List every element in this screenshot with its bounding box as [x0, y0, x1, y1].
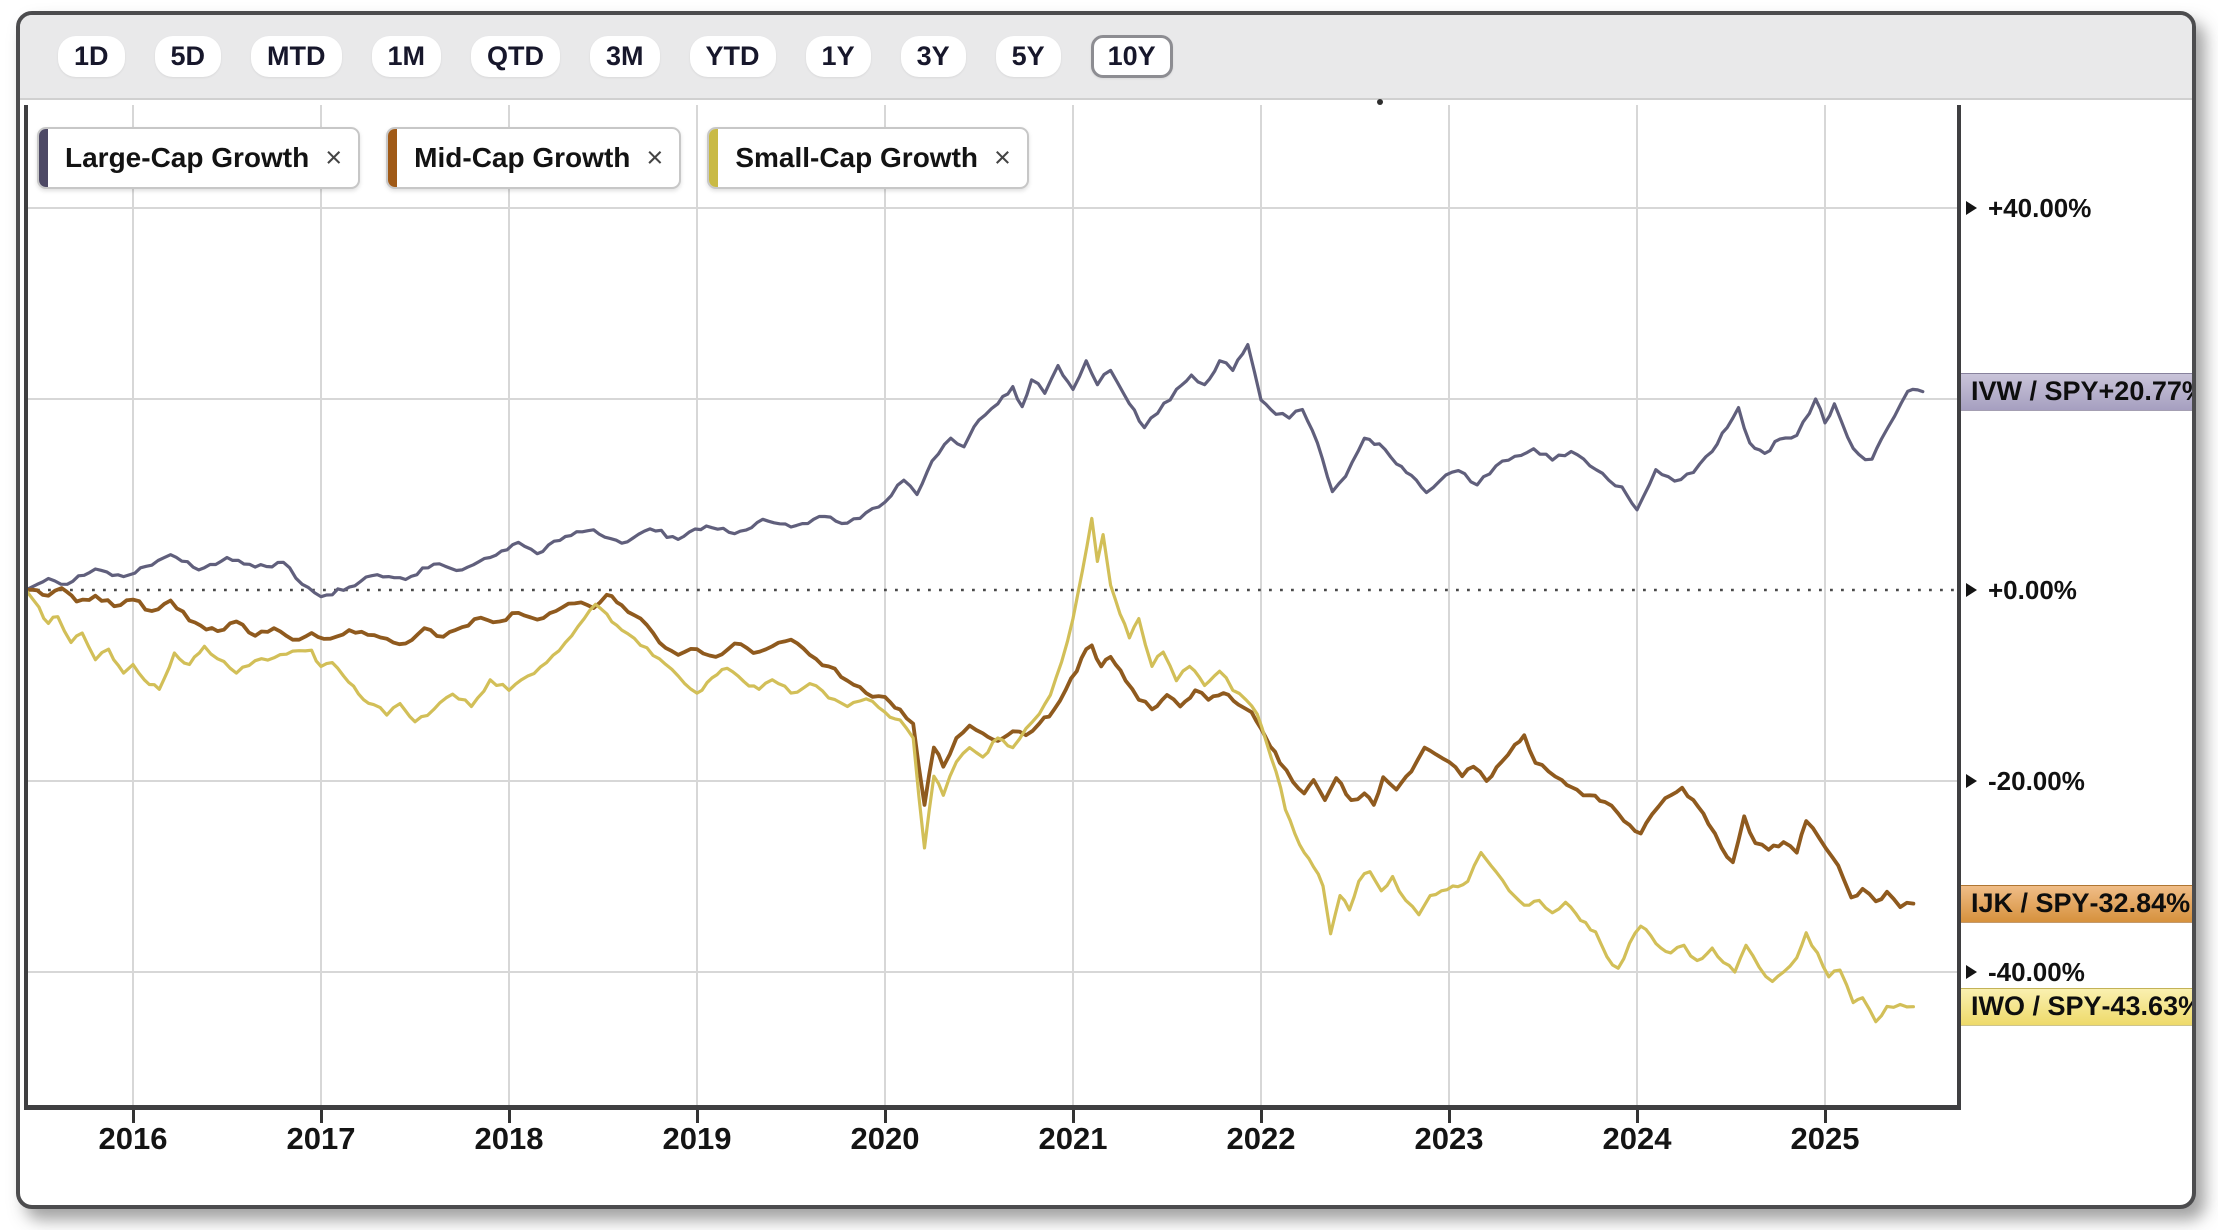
y-axis-line	[1957, 105, 1961, 1110]
series-line-mid-cap-growth[interactable]	[26, 586, 1916, 909]
badge-ticker: IWO / SPY	[1971, 991, 2102, 1022]
x-axis-tick	[1259, 1110, 1263, 1123]
close-icon[interactable]: ×	[325, 141, 343, 174]
range-button-1y[interactable]: 1Y	[805, 36, 871, 77]
range-button-5y[interactable]: 5Y	[995, 36, 1061, 77]
range-button-1d[interactable]: 1D	[58, 36, 125, 77]
range-button-qtd[interactable]: QTD	[471, 36, 561, 77]
badge-value: -43.63%	[2101, 991, 2196, 1022]
range-button-ytd[interactable]: YTD	[689, 36, 776, 77]
x-axis-label-2019: 2019	[662, 1121, 732, 1156]
legend-chip-label: Large-Cap Growth	[65, 142, 310, 173]
x-axis-label-2018: 2018	[474, 1121, 544, 1156]
axis-arrow-icon	[1966, 201, 1977, 215]
x-axis-tick	[319, 1110, 323, 1123]
legend-chip-label: Mid-Cap Growth	[414, 142, 631, 173]
badge-value: +20.77%	[2098, 376, 2196, 407]
close-icon[interactable]: ×	[994, 141, 1011, 174]
x-axis-label-2022: 2022	[1226, 1121, 1296, 1156]
y-axis-label-2000: -20.00%	[1966, 764, 2085, 798]
y-axis-label-text: -20.00%	[1988, 765, 2085, 796]
axis-arrow-icon	[1966, 965, 1977, 979]
x-axis-label-2023: 2023	[1414, 1121, 1484, 1156]
chart-widget: 1D 5D MTD 1M QTD 3M YTD 1Y 3Y 5Y 10Y Large-Cap Gro…	[16, 11, 2196, 1209]
plot-left-border	[24, 105, 28, 1110]
range-button-3m[interactable]: 3M	[590, 36, 660, 77]
legend-chip-large-cap-growth[interactable]: Large-Cap Growth ×	[37, 127, 361, 189]
stray-mark-dot	[1377, 99, 1383, 105]
series-line-large-cap-growth[interactable]	[26, 343, 1925, 599]
range-button-3y[interactable]: 3Y	[900, 36, 966, 77]
x-axis-label-2016: 2016	[98, 1121, 168, 1156]
series-legend: Large-Cap Growth × Mid-Cap Growth × Small-Ca…	[37, 127, 1029, 189]
legend-chip-small-cap-growth[interactable]: Small-Cap Growth ×	[707, 127, 1029, 189]
x-axis-tick	[1071, 1110, 1075, 1123]
value-badge-iwo-spy: IWO / SPY -43.63%	[1961, 987, 2192, 1026]
y-axis-label-4000: -40.00%	[1966, 955, 2085, 989]
legend-color-bar	[709, 129, 719, 187]
series-line-small-cap-growth[interactable]	[26, 516, 1915, 1024]
y-axis-label-000: +0.00%	[1966, 573, 2077, 607]
x-axis-label-2025: 2025	[1790, 1121, 1860, 1156]
range-button-1m[interactable]: 1M	[371, 36, 442, 77]
time-range-toolbar: 1D 5D MTD 1M QTD 3M YTD 1Y 3Y 5Y 10Y	[20, 15, 2192, 100]
x-axis-tick	[883, 1110, 887, 1123]
axis-arrow-icon	[1966, 774, 1977, 788]
legend-chip-mid-cap-growth[interactable]: Mid-Cap Growth ×	[386, 127, 682, 189]
badge-value: -32.84%	[2089, 888, 2191, 919]
x-axis-label-2020: 2020	[850, 1121, 920, 1156]
performance-chart-canvas[interactable]	[26, 105, 1957, 1105]
range-button-10y[interactable]: 10Y	[1090, 35, 1173, 78]
value-badge-ijk-spy: IJK / SPY -32.84%	[1961, 884, 2192, 923]
x-axis-label-2021: 2021	[1038, 1121, 1108, 1156]
legend-chip-label: Small-Cap Growth	[735, 142, 979, 173]
x-axis-tick	[1823, 1110, 1827, 1123]
y-axis-label-text: +40.00%	[1988, 192, 2092, 223]
x-axis-tick	[1635, 1110, 1639, 1123]
badge-ticker: IVW / SPY	[1971, 376, 2099, 407]
close-icon[interactable]: ×	[646, 141, 664, 174]
x-axis-label-2017: 2017	[286, 1121, 356, 1156]
badge-ticker: IJK / SPY	[1971, 888, 2090, 919]
range-button-5d[interactable]: 5D	[154, 36, 222, 77]
y-axis-label-4000: +40.00%	[1966, 191, 2091, 225]
y-axis-label-text: -40.00%	[1988, 956, 2085, 987]
x-axis-label-2024: 2024	[1602, 1121, 1672, 1156]
x-axis-tick	[695, 1110, 699, 1123]
range-button-mtd[interactable]: MTD	[251, 36, 342, 77]
legend-color-bar	[388, 129, 398, 187]
value-badge-ivw-spy: IVW / SPY +20.77%	[1961, 372, 2192, 411]
legend-color-bar	[39, 129, 48, 187]
axis-arrow-icon	[1966, 583, 1977, 597]
x-axis-line	[24, 1105, 1961, 1110]
x-axis-tick	[1447, 1110, 1451, 1123]
y-axis-label-text: +0.00%	[1988, 574, 2077, 605]
x-axis-tick	[507, 1110, 511, 1123]
x-axis-tick	[131, 1110, 135, 1123]
